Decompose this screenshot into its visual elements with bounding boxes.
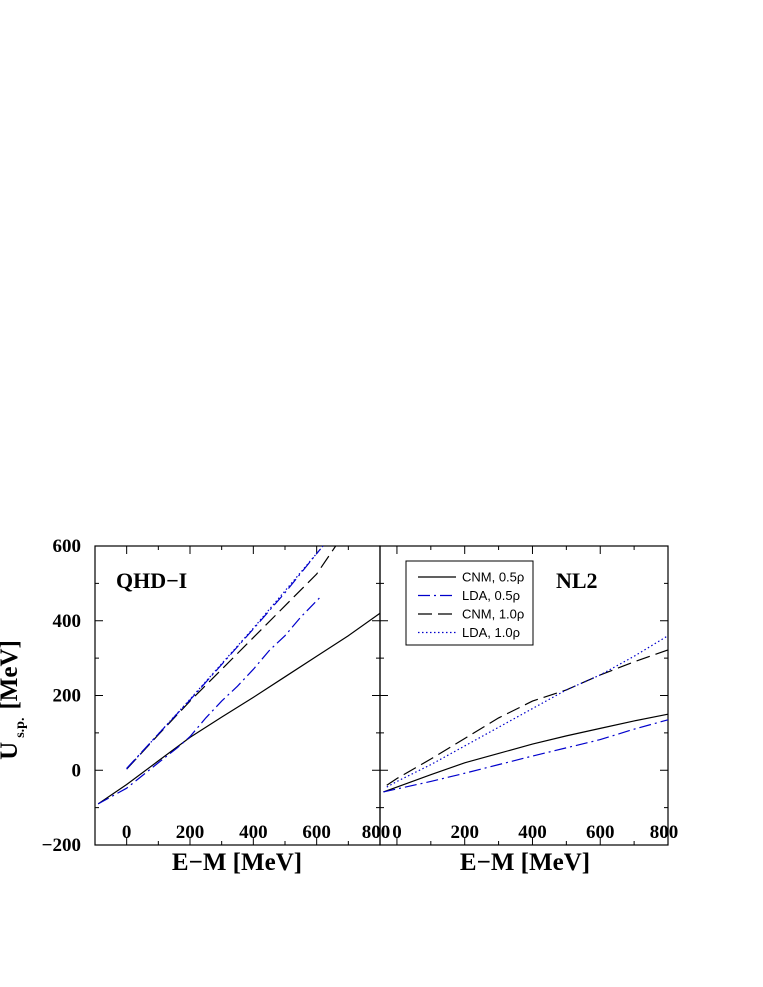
y-axis-title-unit: [MeV] — [0, 640, 23, 709]
x-tick-label: 200 — [450, 822, 479, 843]
right-panel-series — [383, 635, 669, 793]
series-line — [126, 545, 337, 770]
panel-qhd-i: 0 200 400 600 800 −200 0 200 400 600 QHD−I — [42, 536, 391, 856]
y-tick-label: −200 — [42, 835, 81, 856]
right-x-axis-title: E−M [MeV] — [460, 849, 590, 876]
x-tick-label: 600 — [586, 822, 615, 843]
y-axis-title: U s.p. [MeV] — [0, 640, 28, 760]
y-tick-label: 400 — [53, 611, 82, 632]
series-line — [386, 649, 669, 786]
series-line — [383, 719, 669, 793]
series-line — [97, 597, 321, 805]
y-tick-label: 200 — [53, 686, 82, 707]
y-tick-label: 0 — [72, 760, 82, 781]
left-x-axis-title: E−M [MeV] — [172, 849, 302, 876]
x-tick-label: 800 — [650, 822, 679, 843]
x-tick-label: 400 — [518, 822, 547, 843]
right-panel-ticks — [380, 545, 669, 846]
legend: CNM, 0.5ρ LDA, 0.5ρ CNM, 1.0ρ LDA, 1.0ρ — [405, 560, 534, 646]
left-panel-title: QHD−I — [116, 568, 187, 593]
x-tick-label: 200 — [176, 822, 205, 843]
left-panel-series — [97, 545, 381, 805]
x-tick-label: 800 — [362, 822, 391, 843]
x-tick-label: 0 — [122, 822, 132, 843]
legend-label: LDA, 1.0ρ — [462, 625, 520, 640]
y-axis-title-subscript: s.p. — [13, 718, 28, 738]
y-axis-title-symbol: U — [0, 742, 23, 760]
series-line — [126, 549, 321, 769]
x-tick-label: 600 — [302, 822, 331, 843]
legend-box — [405, 560, 534, 646]
legend-label: CNM, 1.0ρ — [462, 607, 524, 622]
left-panel-tick-labels: 0 200 400 600 800 −200 0 200 400 600 — [42, 536, 391, 856]
x-tick-label: 400 — [239, 822, 268, 843]
right-panel-title: NL2 — [556, 568, 598, 593]
legend-label: CNM, 0.5ρ — [462, 570, 524, 585]
svg-text:U s.p. [MeV]: U s.p. [MeV] — [0, 640, 28, 760]
series-line — [97, 612, 381, 805]
y-tick-label: 600 — [53, 536, 82, 557]
series-line — [386, 635, 669, 788]
series-line — [383, 713, 669, 793]
legend-label: LDA, 0.5ρ — [462, 588, 520, 603]
x-tick-label: 0 — [392, 822, 402, 843]
right-panel-tick-labels: 0 200 400 600 800 — [392, 822, 678, 843]
